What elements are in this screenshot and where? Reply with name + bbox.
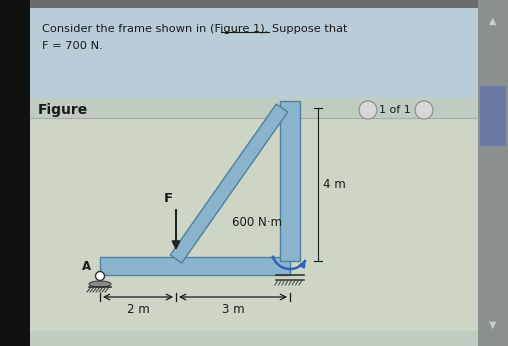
Text: 1 of 1: 1 of 1 [379,105,411,115]
Text: ▼: ▼ [489,320,497,330]
Bar [30,118,478,331]
Polygon shape [170,104,288,263]
Text: F = 700 N.: F = 700 N. [42,41,103,51]
Bar [100,257,290,275]
Circle shape [415,101,433,119]
Text: >: > [420,105,428,115]
Text: ▲: ▲ [489,16,497,26]
Text: 3 m: 3 m [221,303,244,316]
Text: 600 N·m: 600 N·m [232,216,282,229]
Bar [280,101,300,261]
Text: Consider the frame shown in (Figure 1). Suppose that: Consider the frame shown in (Figure 1). … [42,24,347,34]
Text: 4 m: 4 m [323,178,346,191]
Circle shape [359,101,377,119]
Text: F: F [164,192,173,205]
Bar [480,86,506,146]
Bar [30,98,480,346]
Ellipse shape [89,281,111,287]
Bar [30,8,480,98]
Circle shape [96,272,105,281]
Bar [478,0,508,346]
Text: <: < [364,105,372,115]
Text: Figure: Figure [38,103,88,117]
Text: A: A [82,260,91,273]
Bar [0,0,30,346]
Text: 2 m: 2 m [126,303,149,316]
